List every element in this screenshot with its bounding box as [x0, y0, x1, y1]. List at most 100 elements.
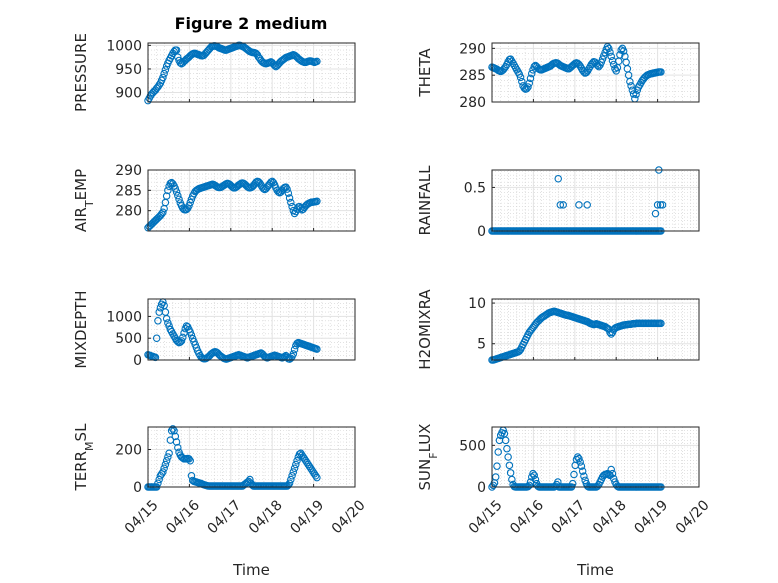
y-tick-label: 10: [468, 296, 486, 312]
x-tick-label: 04/17: [549, 497, 589, 537]
axes-box: [147, 298, 356, 361]
y-tick-label: 500: [115, 331, 142, 347]
data-point: [159, 208, 167, 217]
data-point: [297, 449, 305, 457]
data-point: [171, 184, 180, 193]
axes-box: [147, 42, 356, 103]
data-point: [606, 328, 614, 337]
data-point: [515, 70, 524, 78]
data-point: [494, 448, 502, 456]
y-axis-label: H2OMIXRA: [416, 289, 434, 370]
y-tick-label: 900: [115, 86, 142, 102]
subplot-pressure: 900 950 1000 PRESSURE: [72, 33, 356, 112]
data-point: [172, 336, 181, 345]
y-tick-label: 290: [459, 41, 486, 57]
axes-box: [491, 42, 700, 103]
subplot-rainfall: 0 0.5 RAINFALL: [416, 165, 700, 240]
data-point: [628, 86, 637, 94]
data-point: [161, 460, 170, 469]
y-axis-label: MIXDEPTH: [72, 290, 90, 368]
y-tick-label: 200: [115, 443, 142, 459]
data-point: [164, 186, 172, 195]
y-tick-label: 280: [459, 95, 486, 111]
data-point: [165, 449, 173, 457]
data-point: [597, 58, 606, 67]
data-point: [514, 348, 522, 356]
data-point: [305, 462, 314, 471]
data-point: [162, 456, 171, 465]
data-point: [289, 468, 298, 476]
data-point: [656, 201, 665, 209]
data-point: [583, 201, 591, 209]
y-tick-label: 0: [477, 224, 486, 240]
data-point: [578, 467, 587, 475]
y-axis-label: PRESSURE: [72, 33, 90, 112]
data-point: [612, 67, 620, 75]
data-point: [159, 468, 167, 476]
data-point: [185, 455, 193, 463]
y-axis-label: AIRTEMP: [72, 169, 96, 232]
data-point: [187, 331, 196, 339]
y-tick-label: 500: [459, 438, 486, 454]
data-point: [313, 473, 321, 482]
x-tick-label: 04/17: [205, 497, 245, 537]
data-point: [265, 180, 274, 188]
data-point: [607, 52, 615, 61]
data-point: [554, 174, 562, 183]
y-axis-label: THETA: [416, 48, 434, 98]
data-point: [290, 464, 299, 472]
data-point: [292, 460, 300, 469]
x-tick-label: 04/16: [163, 497, 203, 537]
subplot-theta: 280 285 290 THETA: [416, 41, 700, 111]
data-point: [167, 426, 176, 435]
data-point: [162, 314, 171, 323]
data-point: [170, 426, 178, 435]
data-point: [600, 52, 608, 60]
data-point: [570, 470, 578, 479]
data-point: [287, 198, 295, 207]
data-point: [160, 69, 168, 78]
data-point: [288, 471, 296, 480]
data-point: [172, 438, 181, 446]
data-point: [559, 201, 567, 209]
data-point: [260, 185, 269, 194]
data-point: [306, 464, 315, 472]
data-point: [627, 82, 635, 90]
data-point: [616, 51, 624, 59]
data-point: [311, 471, 320, 480]
data-point: [313, 57, 321, 66]
data-point: [530, 471, 538, 480]
data-point: [154, 214, 162, 222]
data-point: [287, 354, 295, 363]
x-tick-label: 04/18: [246, 497, 286, 537]
subplot-sun-flux: 0 500 SUNFLUX 04/15 04/16 04/17 04/18 04/19 04/2…: [416, 424, 713, 579]
data-point: [252, 49, 260, 58]
data-points: [488, 307, 665, 364]
x-tick-label: 04/20: [329, 497, 369, 537]
subplot-h2omixra: 5 10 H2OMIXRA: [416, 289, 700, 370]
axes-box: [147, 426, 356, 488]
data-point: [298, 206, 306, 214]
y-tick-label: 0: [133, 353, 142, 369]
data-point: [516, 73, 525, 82]
data-point: [658, 201, 667, 209]
data-point: [284, 189, 293, 197]
y-tick-label: 0: [477, 480, 486, 496]
data-point: [301, 456, 310, 465]
x-tick-label: 04/19: [631, 497, 671, 537]
data-point: [151, 353, 160, 362]
plot-area: [492, 43, 699, 102]
y-tick-label: 280: [115, 204, 142, 220]
plot-area: [148, 299, 355, 360]
data-point: [651, 209, 660, 218]
data-point: [575, 201, 583, 209]
data-point: [156, 471, 165, 480]
data-points: [144, 425, 321, 491]
x-tick-label: 04/15: [466, 497, 506, 537]
data-point: [272, 62, 280, 71]
data-point: [626, 77, 634, 86]
data-point: [159, 73, 167, 82]
data-point: [505, 461, 514, 470]
